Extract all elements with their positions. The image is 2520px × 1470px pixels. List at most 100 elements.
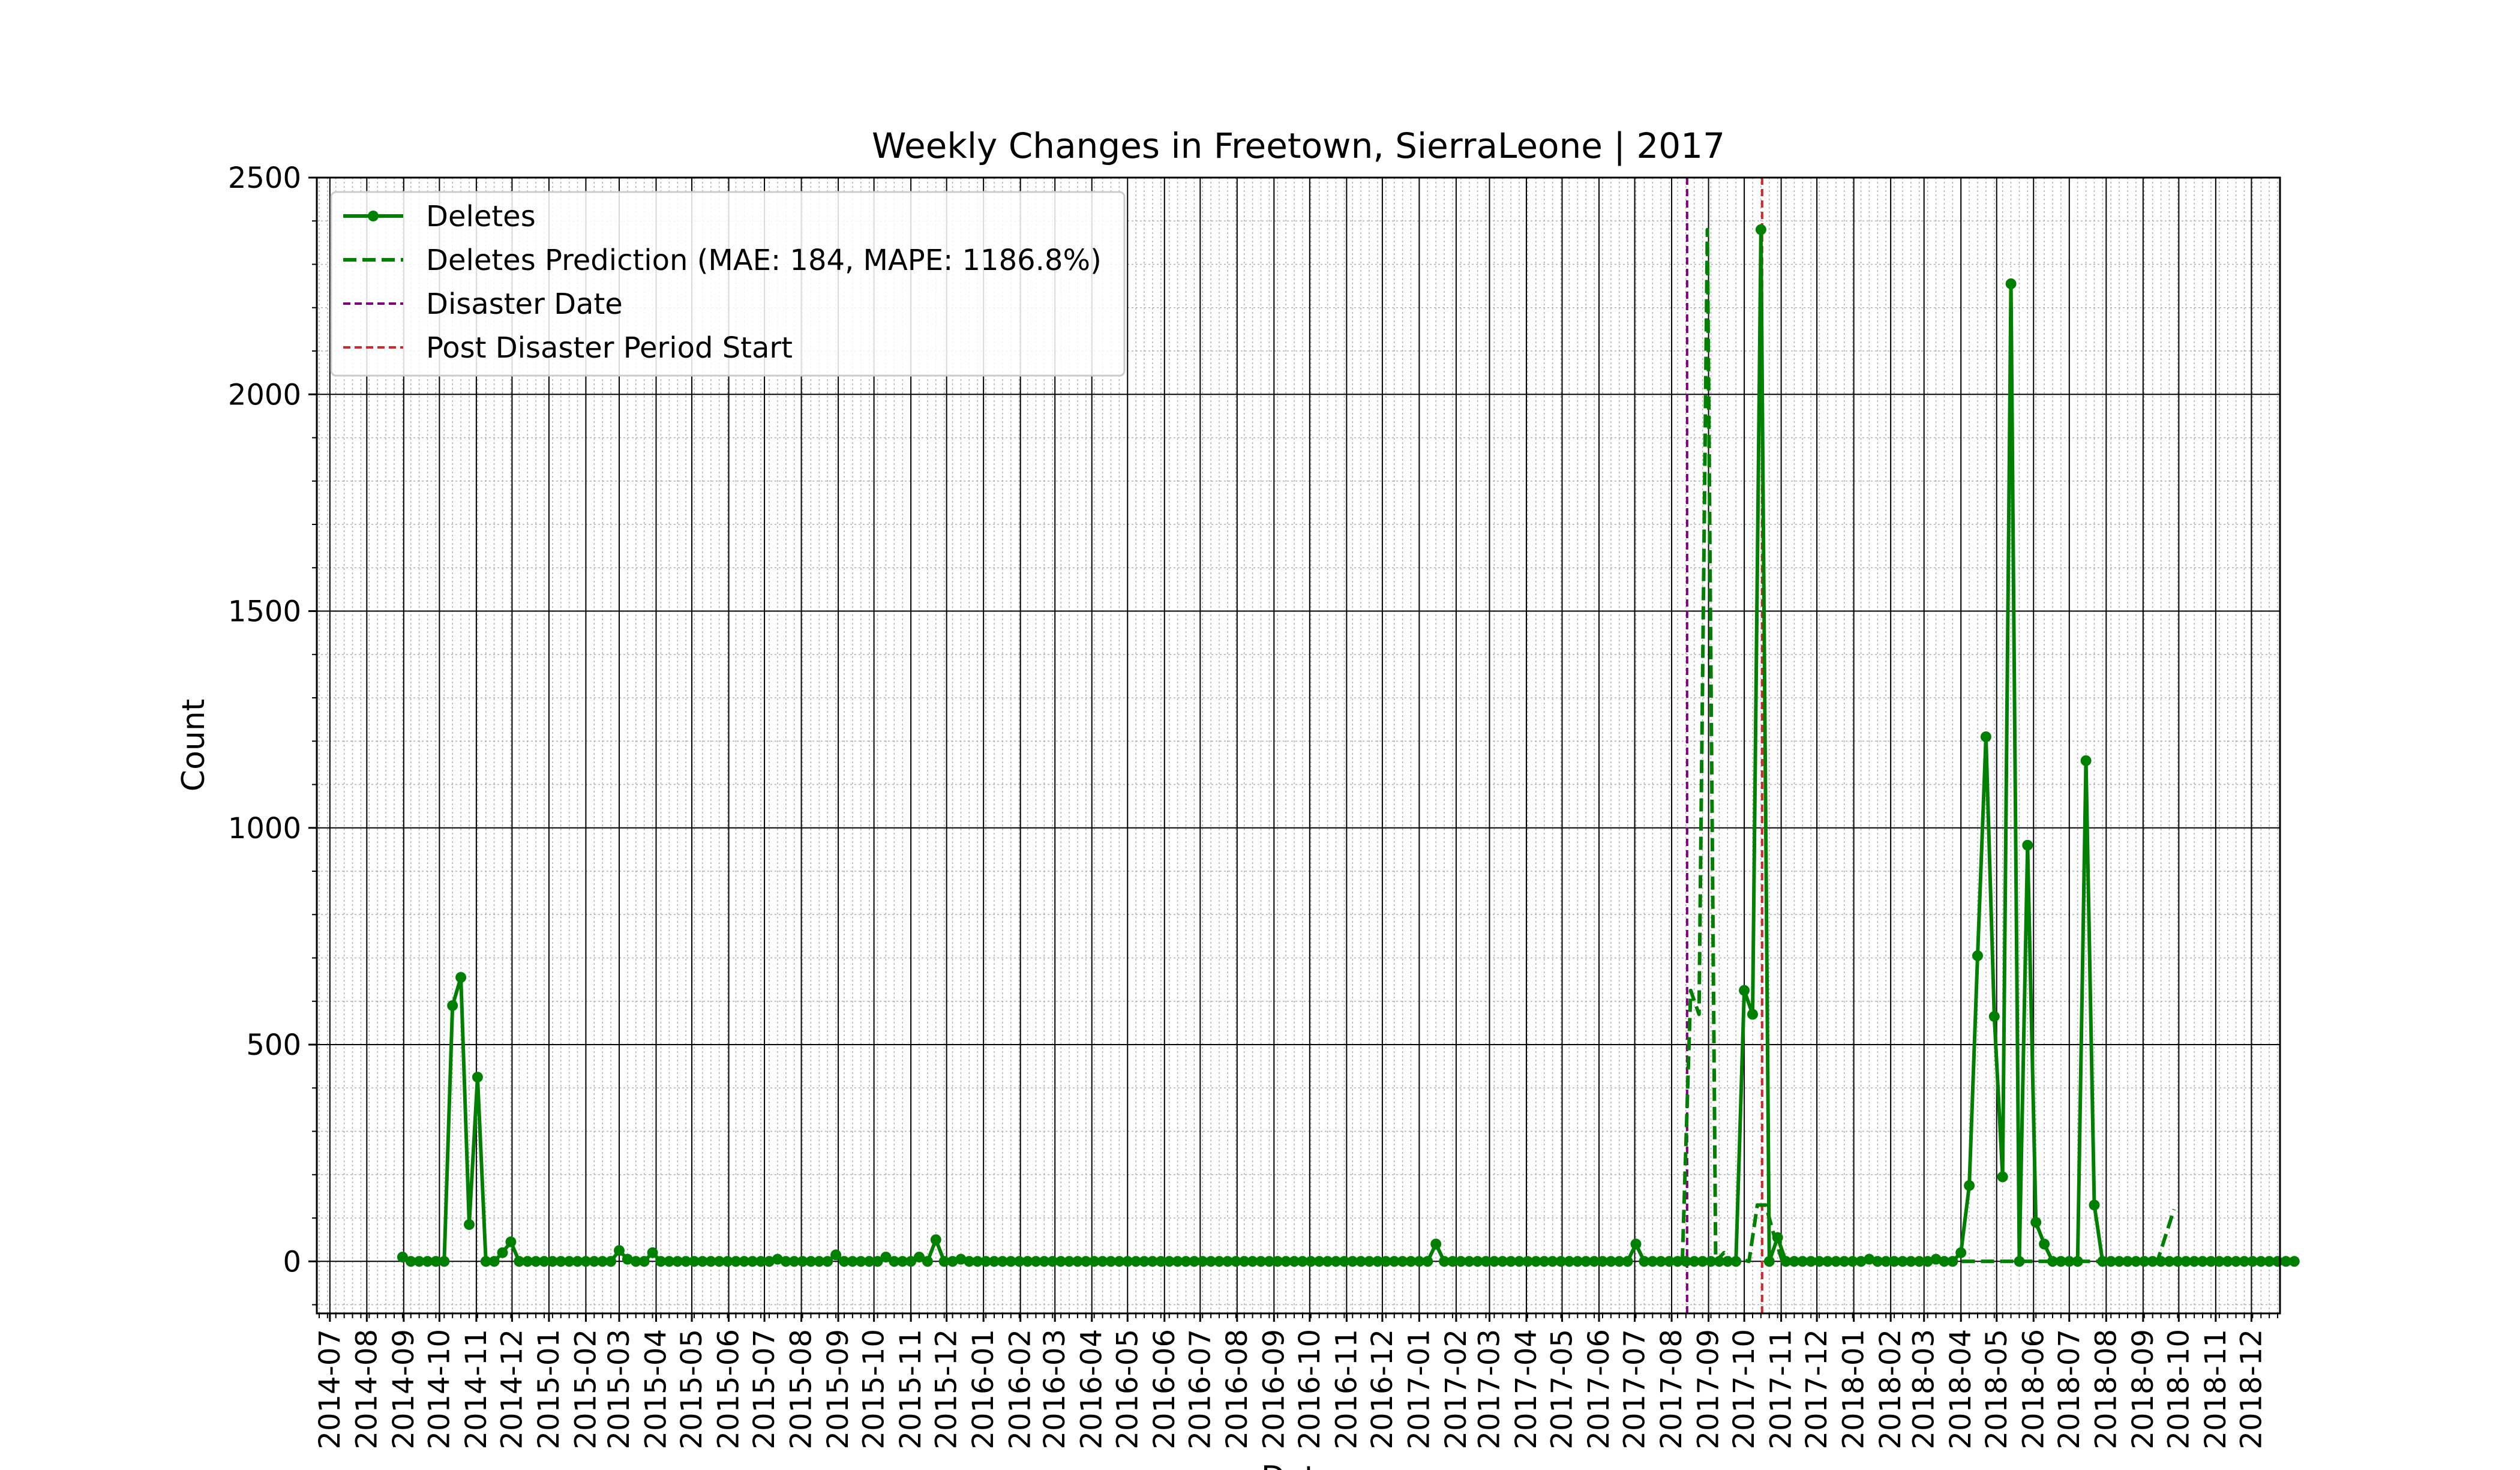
- data-point: [730, 1256, 742, 1267]
- data-point: [1822, 1256, 1833, 1267]
- legend-label-post-disaster: Post Disaster Period Start: [426, 331, 793, 365]
- data-point: [964, 1256, 975, 1267]
- data-point: [914, 1252, 925, 1263]
- data-point: [1264, 1256, 1275, 1267]
- data-point: [2222, 1256, 2233, 1267]
- data-point: [589, 1256, 600, 1267]
- data-point: [1530, 1256, 1541, 1267]
- data-point: [1147, 1256, 1158, 1267]
- data-point: [1997, 1171, 2008, 1183]
- data-point: [1572, 1256, 1583, 1267]
- data-point: [1039, 1256, 1050, 1267]
- data-point: [1422, 1256, 1433, 1267]
- data-point: [1247, 1256, 1258, 1267]
- series-layer: [397, 224, 2300, 1267]
- data-point: [1380, 1256, 1391, 1267]
- data-point: [1372, 1256, 1383, 1267]
- data-point: [1439, 1256, 1450, 1267]
- data-point: [1114, 1256, 1125, 1267]
- data-point: [1072, 1256, 1083, 1267]
- x-tick-label: 2015-11: [894, 1329, 928, 1450]
- x-tick-label: 2016-11: [1330, 1329, 1363, 1450]
- x-tick-label: 2014-12: [495, 1329, 529, 1450]
- x-tick-label: 2018-09: [2126, 1329, 2160, 1450]
- x-tick-label: 2015-03: [602, 1329, 636, 1450]
- data-point: [630, 1256, 641, 1267]
- data-point: [747, 1256, 758, 1267]
- data-point: [1855, 1256, 1867, 1267]
- data-point: [1297, 1256, 1308, 1267]
- data-point: [1030, 1256, 1042, 1267]
- data-point: [638, 1256, 650, 1267]
- legend: Deletes Deletes Prediction (MAE: 184, MA…: [330, 191, 1126, 377]
- x-tick-label: 2018-08: [2089, 1329, 2123, 1450]
- x-tick-label: 2016-12: [1366, 1329, 1399, 1450]
- data-point: [530, 1256, 542, 1267]
- x-tick-label: 2014-07: [313, 1329, 347, 1450]
- chart-title: Weekly Changes in Freetown, SierraLeone …: [872, 125, 1725, 166]
- data-point: [880, 1252, 892, 1263]
- data-point: [1272, 1256, 1283, 1267]
- data-point: [1964, 1180, 1975, 1191]
- x-tick-label: 2017-10: [1727, 1329, 1761, 1450]
- data-point: [2014, 1256, 2025, 1267]
- data-point: [1730, 1256, 1742, 1267]
- data-point: [1414, 1256, 1425, 1267]
- data-point: [472, 1072, 483, 1083]
- x-tick-label: 2018-10: [2162, 1329, 2195, 1450]
- data-point: [480, 1256, 491, 1267]
- data-point: [1497, 1256, 1508, 1267]
- data-point: [1013, 1256, 1025, 1267]
- data-point: [2197, 1256, 2208, 1267]
- x-tick-label: 2015-01: [532, 1329, 566, 1450]
- data-point: [2047, 1256, 2058, 1267]
- data-point: [1472, 1256, 1483, 1267]
- data-point: [1080, 1256, 1091, 1267]
- data-point: [1897, 1256, 1908, 1267]
- data-point: [1580, 1256, 1592, 1267]
- x-tick-label: 2018-03: [1907, 1329, 1941, 1450]
- data-point: [1972, 950, 1983, 961]
- data-point: [1480, 1256, 1492, 1267]
- data-point: [713, 1256, 725, 1267]
- x-tick-label: 2015-02: [569, 1329, 602, 1450]
- data-point: [2080, 755, 2092, 766]
- legend-label-disaster-date: Disaster Date: [426, 287, 623, 321]
- data-point: [1064, 1256, 1075, 1267]
- data-point: [1214, 1256, 1225, 1267]
- data-point: [2122, 1256, 2133, 1267]
- data-point: [1105, 1256, 1117, 1267]
- y-tick-label: 2000: [228, 378, 301, 412]
- data-point: [1939, 1256, 1950, 1267]
- data-point: [1772, 1232, 1783, 1243]
- data-point: [1739, 985, 1750, 996]
- data-point: [1747, 1009, 1758, 1020]
- data-point: [1305, 1256, 1316, 1267]
- data-point: [1597, 1256, 1608, 1267]
- data-point: [1630, 1238, 1642, 1250]
- y-tick-label: 1500: [228, 595, 301, 629]
- x-axis-title: Date: [1261, 1460, 1336, 1470]
- data-point: [2030, 1217, 2042, 1228]
- data-point: [1505, 1256, 1517, 1267]
- data-point: [1280, 1256, 1292, 1267]
- x-tick-label: 2015-06: [712, 1329, 746, 1450]
- x-tick-label: 2017-08: [1655, 1329, 1688, 1450]
- data-point: [2164, 1256, 2175, 1267]
- data-point: [989, 1256, 1000, 1267]
- data-point: [2005, 278, 2017, 289]
- x-axis: 2014-07 2014-08 2014-09 2014-10 2014-11 2014-…: [313, 1313, 2279, 1450]
- data-point: [1547, 1256, 1558, 1267]
- data-point: [455, 972, 467, 983]
- x-tick-label: 2016-02: [1004, 1329, 1037, 1450]
- data-point: [422, 1256, 433, 1267]
- data-point: [822, 1256, 833, 1267]
- data-point: [1697, 1256, 1708, 1267]
- data-point: [563, 1256, 575, 1267]
- data-point: [705, 1256, 716, 1267]
- data-point: [1347, 1256, 1358, 1267]
- data-point: [997, 1256, 1008, 1267]
- data-point: [1639, 1256, 1650, 1267]
- data-point: [1722, 1256, 1733, 1267]
- data-point: [488, 1256, 500, 1267]
